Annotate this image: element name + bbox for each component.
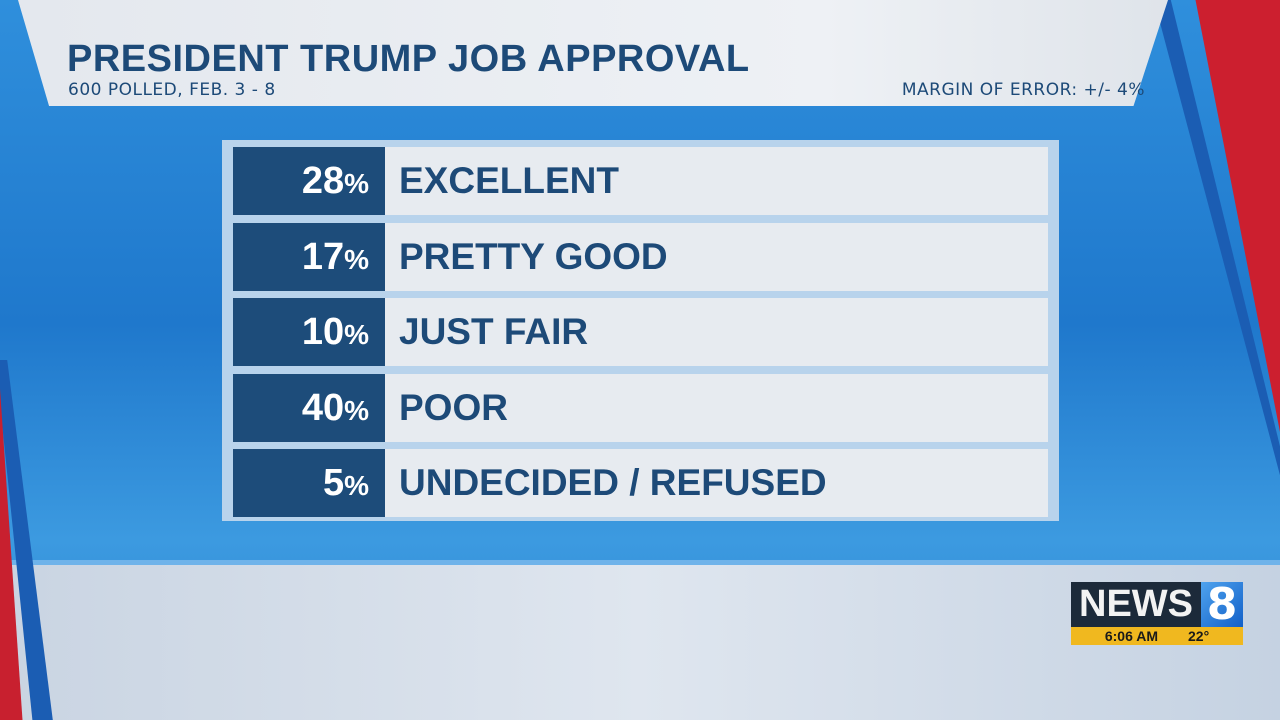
- value-number: 5: [322, 462, 345, 504]
- news8-logo: NEWS 8 6:06 AM 22°: [1071, 582, 1243, 645]
- percent-value: 17%: [233, 222, 385, 291]
- value-number: 17: [301, 235, 345, 278]
- percent-value: 28%: [233, 147, 385, 215]
- percent-value: 40%: [233, 373, 385, 442]
- response-label: PRETTY GOOD: [385, 222, 1048, 291]
- value-number: 40: [301, 386, 345, 429]
- percent-value: 10%: [233, 298, 385, 366]
- results-table: 28% EXCELLENT 17% PRETTY GOOD 10% JUST FAIR 40…: [222, 140, 1059, 521]
- poll-subtitle: 600 POLLED, FEB. 3 - 8: [68, 80, 276, 100]
- value-unit: %: [344, 394, 369, 426]
- margin-of-error: MARGIN OF ERROR: +/- 4%: [901, 80, 1145, 100]
- logo-text: NEWS: [1071, 582, 1201, 627]
- response-label: UNDECIDED / REFUSED: [385, 449, 1048, 517]
- table-row: 10% JUST FAIR: [233, 298, 1048, 366]
- logo-number: 8: [1201, 582, 1243, 627]
- time: 6:06 AM: [1104, 628, 1158, 644]
- table-row: 17% PRETTY GOOD: [233, 222, 1048, 291]
- value-number: 10: [301, 311, 345, 353]
- temperature: 22°: [1188, 628, 1210, 644]
- response-label: JUST FAIR: [385, 298, 1048, 366]
- divider: [0, 560, 1280, 565]
- table-row: 28% EXCELLENT: [233, 147, 1048, 215]
- response-label: POOR: [385, 373, 1048, 442]
- value-unit: %: [344, 470, 369, 501]
- value-unit: %: [344, 168, 369, 199]
- table-row: 40% POOR: [233, 373, 1048, 442]
- lower-panel: [0, 565, 1280, 720]
- value-unit: %: [344, 243, 369, 275]
- value-unit: %: [344, 319, 369, 350]
- header-panel: [18, 0, 1168, 106]
- page-title: PRESIDENT TRUMP JOB APPROVAL: [67, 38, 750, 80]
- table-row: 5% UNDECIDED / REFUSED: [233, 449, 1048, 517]
- response-label: EXCELLENT: [385, 147, 1048, 215]
- percent-value: 5%: [233, 449, 385, 517]
- time-temp-bar: 6:06 AM 22°: [1071, 627, 1243, 645]
- value-number: 28: [301, 160, 345, 202]
